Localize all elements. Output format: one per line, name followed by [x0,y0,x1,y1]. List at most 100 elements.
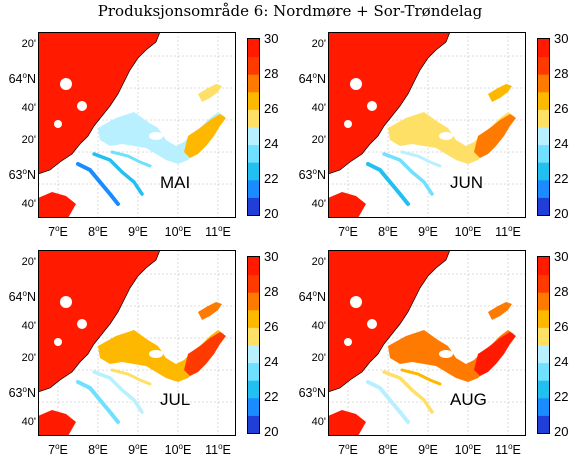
colorbar-step [248,345,259,364]
colorbar-step [538,274,549,293]
longitude-tick-label: 9oE [128,224,148,240]
latitude-tick-label: 20' [311,256,326,268]
latitude-tick-label: 40' [21,416,36,428]
longitude-tick-label: 10oE [454,224,482,240]
map-border [38,250,236,436]
map-frame [38,32,236,218]
coastline [328,250,451,393]
colorbar-tick-label: 30 [264,31,279,46]
latitude-tick-label: 40' [21,102,36,114]
colorbar-step [538,380,549,399]
northern-fjord [488,302,512,320]
longitude-tick-label: 11oE [205,224,231,240]
latitude-tick-label: 64oN [298,71,326,87]
colorbar-tick-label: 24 [264,354,279,369]
colorbar-tick-label: 20 [264,424,279,439]
latitude-tick-label: 20' [311,38,326,50]
colorbar-step [248,74,259,93]
southern-fjord-1 [76,162,120,206]
southern-fjord-2 [92,152,144,196]
map-panel-mai: MAI 30 28 26 24 22 20 20' 64oN 40' 20' 63oN 40' 7o… [0,20,290,246]
latitude-tick-label: 63oN [298,167,326,183]
map-border [38,32,236,218]
latitude-tick-label: 63oN [8,385,36,401]
latitude-tick-label: 40' [311,416,326,428]
island [439,350,453,358]
latitude-tick-label: 40' [21,320,36,332]
island [367,101,377,111]
colorbar-step [538,56,549,75]
latitude-tick-label: 40' [311,198,326,210]
colorbar-step [248,397,259,416]
map-panel-aug: AUG 30 28 26 24 22 20 20' 64oN 40' 20' 63oN 40' 7o… [290,238,580,464]
latitude-tick-label: 40' [311,102,326,114]
southern-fjord-3 [110,368,152,386]
island [149,132,163,140]
colorbar-tick-label: 24 [554,354,569,369]
colorbar-tick-label: 28 [554,66,569,81]
longitude-tick-label: 11oE [495,224,521,240]
figure-title: Produksjonsområde 6: Nordmøre + Sor-Trøn… [97,2,483,20]
longitude-tick-label: 10oE [164,442,192,458]
latitude-tick-label: 20' [311,352,326,364]
southern-fjord-1 [366,162,410,206]
colorbar-tick-label: 26 [264,101,279,116]
month-label: JUN [450,173,484,192]
month-label: MAI [160,173,191,192]
colorbar-step [248,197,259,215]
colorbar [247,38,260,216]
colorbar-tick-label: 24 [554,136,569,151]
colorbar-gradient [248,39,259,215]
inner-fjord [474,332,516,376]
colorbar [537,256,550,434]
colorbar-step [248,327,259,346]
colorbar-tick-label: 20 [554,206,569,221]
longitude-tick-label: 7oE [48,224,68,240]
coastline [38,32,161,175]
island [54,120,62,128]
colorbar-step [248,362,259,381]
map-border [328,32,526,218]
latitude-tick-label: 64oN [8,71,36,87]
longitude-tick-label: 11oE [205,442,231,458]
colorbar-step [538,91,549,110]
southern-fjord-1 [76,380,120,424]
latitude-tick-label: 20' [21,352,36,364]
latitude-tick-label: 63oN [8,167,36,183]
colorbar-tick-label: 22 [264,389,279,404]
longitude-tick-label: 7oE [48,442,68,458]
colorbar-step [538,127,549,146]
latitude-tick-label: 20' [311,134,326,146]
colorbar-step [538,179,549,198]
latitude-tick-label: 40' [21,198,36,210]
latitude-tick-label: 64oN [8,289,36,305]
colorbar [537,38,550,216]
colorbar-step [538,39,549,58]
coastal-shelf [38,192,76,218]
southern-fjord-2 [382,152,434,196]
month-label: JUL [160,390,191,409]
coastal-shelf [328,192,366,218]
southern-fjord-3 [400,150,442,168]
southern-fjord-2 [382,370,434,414]
coastline [38,250,161,393]
latitude-tick-label: 63oN [298,385,326,401]
latitude-tick-label: 64oN [298,289,326,305]
northern-fjord [198,84,222,102]
ocean-region [328,250,450,392]
latitude-tick-label: 20' [21,134,36,146]
map-canvas [38,32,236,218]
colorbar-step [248,39,259,58]
map-panel-jun: JUN 30 28 26 24 22 20 20' 64oN 40' 20' 63oN 40' 7o… [290,20,580,246]
longitude-tick-label: 9oE [128,442,148,458]
colorbar-step [538,292,549,311]
colorbar-step [248,415,259,433]
inner-fjord [184,332,226,376]
colorbar-step [248,179,259,198]
longitude-tick-label: 8oE [88,442,108,458]
coastal-shelf [38,410,76,436]
colorbar-tick-label: 28 [554,284,569,299]
colorbar-step [538,362,549,381]
southern-fjord-1 [366,380,410,424]
map-frame [328,250,526,436]
